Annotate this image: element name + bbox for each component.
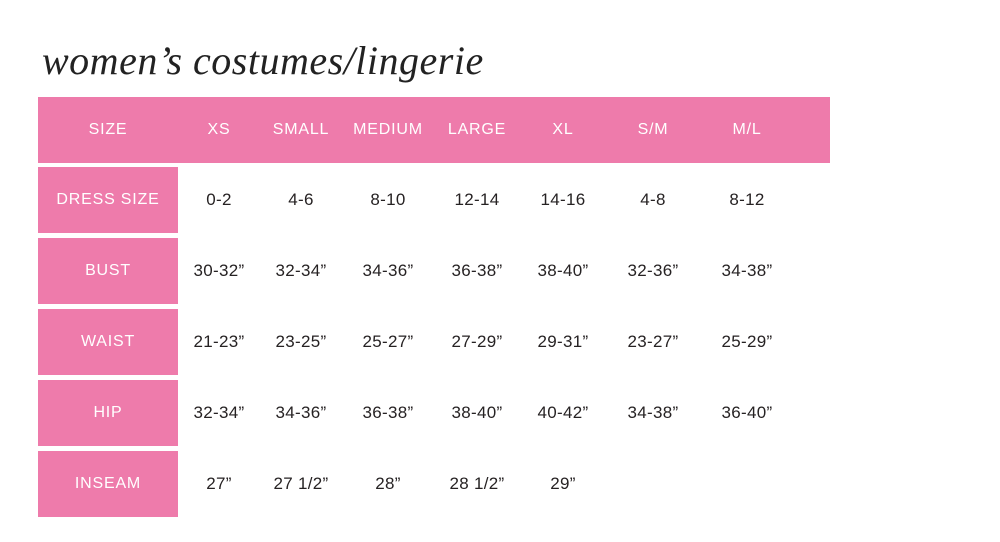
row-filler [794,380,830,446]
table-cell [606,451,700,517]
table-cell: 38-40” [537,261,589,280]
table-cell: 23-27” [627,332,679,351]
size-table: SIZE XS SMALL MEDIUM LARGE XL S/M M/L DR… [38,97,830,522]
table-cell: 4-8 [640,190,666,209]
table-row-inseam: INSEAM 27” 27 1/2” 28” 28 1/2” 29” [38,451,830,517]
table-cell: 36-38” [362,403,414,422]
table-cell: 27 1/2” [273,474,329,493]
column-header-medium: MEDIUM [353,121,423,138]
table-cell: 34-38” [721,261,773,280]
column-header-xl: XL [552,121,574,138]
table-cell: 29” [550,474,576,493]
table-cell: 34-38” [627,403,679,422]
table-cell: 27-29” [451,332,503,351]
column-header-ml: M/L [732,121,762,138]
table-cell: 25-27” [362,332,414,351]
table-cell: 27” [206,474,232,493]
row-label: BUST [38,238,178,304]
table-cell: 28 1/2” [449,474,505,493]
table-cell: 30-32” [193,261,245,280]
table-cell: 23-25” [275,332,327,351]
table-cell: 12-14 [454,190,500,209]
row-label: WAIST [38,309,178,375]
column-header-small: SMALL [272,121,330,138]
table-row-dress-size: DRESS SIZE 0-2 4-6 8-10 12-14 14-16 4-8 … [38,167,830,233]
row-label: HIP [38,380,178,446]
table-cell: 25-29” [721,332,773,351]
row-filler [794,238,830,304]
table-cell: 36-40” [721,403,773,422]
table-cell: 38-40” [451,403,503,422]
table-cell: 40-42” [537,403,589,422]
table-header-row: SIZE XS SMALL MEDIUM LARGE XL S/M M/L [38,97,830,163]
column-header-size: SIZE [88,121,128,138]
table-cell: 32-34” [193,403,245,422]
table-row-bust: BUST 30-32” 32-34” 34-36” 36-38” 38-40” … [38,238,830,304]
table-cell: 4-6 [288,190,314,209]
column-header-large: LARGE [447,121,507,138]
table-cell: 32-36” [627,261,679,280]
table-cell [700,451,794,517]
table-cell: 34-36” [362,261,414,280]
row-label: DRESS SIZE [38,167,178,233]
table-cell: 36-38” [451,261,503,280]
column-header-xs: XS [207,121,231,138]
row-label: INSEAM [38,451,178,517]
table-cell: 34-36” [275,403,327,422]
table-cell: 8-12 [729,190,765,209]
column-header-sm: S/M [637,121,669,138]
row-filler [794,167,830,233]
table-row-waist: WAIST 21-23” 23-25” 25-27” 27-29” 29-31”… [38,309,830,375]
table-cell: 8-10 [370,190,406,209]
table-row-hip: HIP 32-34” 34-36” 36-38” 38-40” 40-42” 3… [38,380,830,446]
table-cell: 32-34” [275,261,327,280]
header-filler [794,97,830,163]
table-cell: 14-16 [540,190,586,209]
table-cell: 0-2 [206,190,232,209]
table-cell: 21-23” [193,332,245,351]
row-filler [794,309,830,375]
table-cell: 29-31” [537,332,589,351]
page-title: women’s costumes/lingerie [42,38,484,83]
row-filler [794,451,830,517]
table-cell: 28” [375,474,401,493]
